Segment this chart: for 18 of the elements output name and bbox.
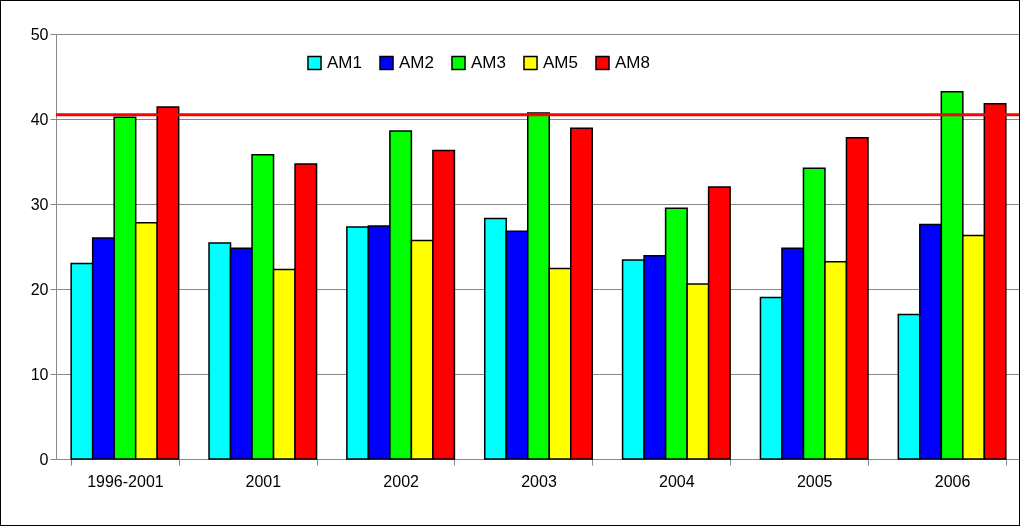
x-tick-label: 2004: [659, 472, 695, 490]
y-tick-label: 20: [30, 280, 49, 298]
y-tick-label: 30: [30, 195, 49, 213]
x-tick-label: 2005: [796, 472, 833, 490]
x-tick-label: 2003: [521, 472, 557, 490]
legend-label: AM3: [471, 52, 506, 72]
y-tick-label: 50: [30, 25, 49, 43]
y-tick-label: 10: [30, 365, 49, 383]
y-tick-label: 0: [39, 450, 49, 468]
legend-label: AM5: [543, 52, 578, 72]
legend-label: AM2: [399, 52, 434, 72]
y-tick-label: 40: [30, 110, 49, 128]
x-tick-label: 2001: [245, 472, 282, 490]
x-tick-label: 2002: [383, 472, 420, 490]
legend-label: AM8: [615, 52, 650, 72]
x-tick-label: 2006: [934, 472, 971, 490]
legend-label: AM1: [327, 52, 362, 72]
x-tick-label: 1996-2001: [87, 472, 164, 490]
